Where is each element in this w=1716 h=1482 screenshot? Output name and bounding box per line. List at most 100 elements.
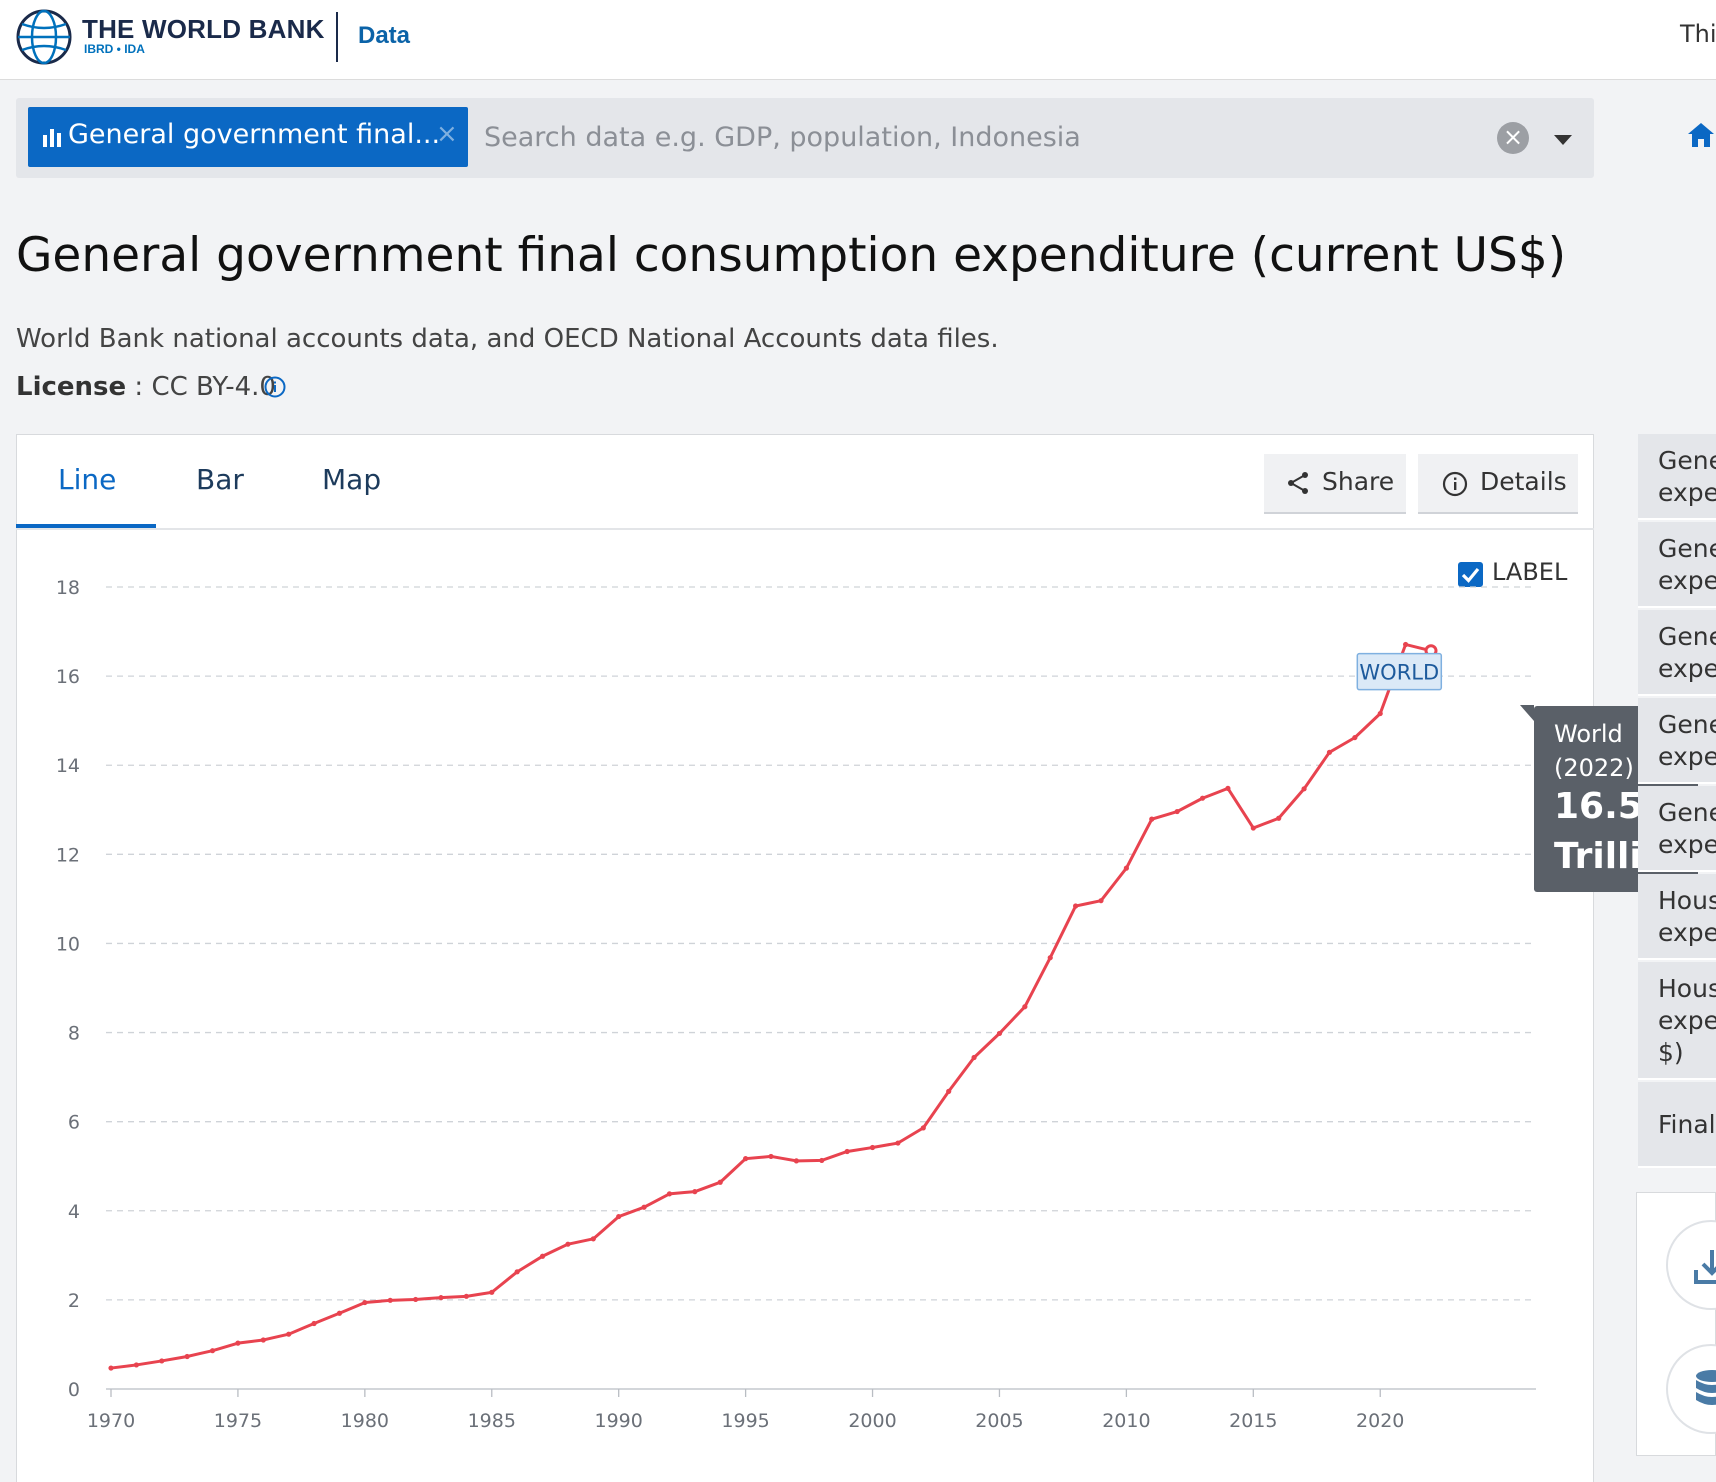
tooltip-series-name: World [1554,720,1623,748]
data-point [844,1148,850,1155]
y-tick-label: 12 [56,844,80,866]
top-header: THE WORLD BANK IBRD • IDA Data Thi [0,0,1716,80]
data-point [768,1153,774,1160]
data-point [971,1054,977,1061]
sidebar-related-indicator[interactable]: Gene expe [1638,434,1716,520]
y-tick-label: 6 [68,1112,80,1134]
sidebar-related-indicator[interactable]: Hous expe [1638,874,1716,960]
data-point [1073,903,1079,909]
chip-label: General government final... [68,119,441,150]
details-label: Details [1480,467,1567,496]
data-point [1276,815,1282,821]
sidebar-item-text: Hous [1658,974,1716,1003]
x-tick-label: 1990 [595,1410,643,1432]
sidebar-item-text: expe [1658,566,1716,595]
data-point [209,1348,216,1354]
data-point [463,1293,469,1299]
data-point [336,1310,343,1316]
selected-indicator-chip[interactable]: General government final... × [28,107,468,167]
data-point [641,1204,647,1210]
data-point [1149,816,1155,822]
download-icon [1694,1250,1716,1284]
y-tick-label: 10 [56,933,80,955]
data-point [438,1295,444,1301]
license-label: License [16,372,127,402]
tab-line[interactable]: Line [58,463,117,496]
data-point [1377,710,1383,717]
data-point [184,1353,190,1360]
series-line [110,642,1432,1370]
series-label: WORLD [1359,661,1439,685]
chip-remove-icon[interactable]: × [436,119,458,149]
sidebar-related-indicator[interactable]: Hous expe $) [1638,962,1716,1080]
label-checkbox[interactable] [1458,562,1483,587]
details-button[interactable]: Details [1418,454,1578,514]
database-icon [1696,1370,1716,1405]
sidebar-item-text: Hous [1658,886,1716,915]
license-value: : CC BY-4.0 [126,372,276,402]
line-chart: 0 2 4 6 8 10 12 14 16 18 1970 1975 1980 1985 1990 1995 2… [56,577,1536,1432]
bar-chart-icon [43,129,61,147]
sidebar-related-indicator[interactable]: Gene expe [1638,522,1716,608]
data-point [286,1331,292,1337]
data-point [1022,1004,1028,1010]
data-point [996,1030,1003,1037]
data-point [1123,865,1129,871]
x-tick-label: 1985 [468,1410,516,1432]
data-point [514,1269,520,1275]
search-input[interactable] [484,112,1474,162]
sidebar-item-text: Gene [1658,710,1716,739]
sidebar-related-indicator[interactable]: Gene expe [1638,610,1716,696]
header-right-link[interactable]: Thi [1680,20,1716,48]
sidebar-related-indicator[interactable]: Final [1638,1082,1716,1168]
data-point [108,1365,114,1371]
home-icon[interactable] [1686,120,1716,150]
data-point [1199,795,1206,801]
data-point [311,1320,317,1327]
data-point [362,1299,368,1306]
data-point [1047,955,1053,961]
sidebar-related-indicator[interactable]: Gene expe [1638,786,1716,872]
license-info: License : CC BY-4.0 [16,372,276,402]
data-nav-link[interactable]: Data [358,22,411,49]
world-bank-globe-icon[interactable] [14,7,74,67]
x-tick-label: 2010 [1102,1410,1150,1432]
x-tick-label: 2000 [848,1410,896,1432]
sidebar-item-text: Gene [1658,622,1716,651]
data-point [489,1289,495,1295]
x-tick-label: 2015 [1229,1410,1277,1432]
checkmark-icon [1461,567,1480,583]
data-point [1174,808,1180,815]
sidebar-item-text: expe [1658,654,1716,683]
x-tick-label: 1995 [721,1410,769,1432]
data-point [869,1144,876,1151]
tab-map[interactable]: Map [322,463,382,496]
data-point [895,1140,901,1146]
brand-title[interactable]: THE WORLD BANK [82,14,325,44]
data-point [717,1179,723,1185]
sidebar-related-indicator[interactable]: Gene expe [1638,698,1716,784]
label-toggle-text[interactable]: LABEL [1492,558,1568,586]
data-point [743,1156,749,1162]
sidebar-item-text: $) [1658,1038,1684,1067]
sidebar-item-text: Final [1658,1110,1716,1139]
data-point [920,1125,926,1131]
y-tick-label: 16 [56,666,80,688]
y-tick-label: 14 [56,755,80,777]
info-icon[interactable] [264,376,286,398]
data-point [793,1158,799,1164]
data-point [565,1241,571,1247]
sidebar-item-text: expe [1658,918,1716,947]
clear-search-icon[interactable]: × [1497,122,1529,154]
chevron-down-icon[interactable] [1554,135,1572,145]
data-point [1352,734,1358,741]
tab-bar[interactable]: Bar [196,463,244,496]
data-point [946,1088,952,1094]
details-info-icon [1442,471,1468,497]
share-label: Share [1322,467,1395,496]
data-point [590,1236,596,1242]
sidebar-item-text: Gene [1658,534,1716,563]
data-point [1250,825,1256,831]
sidebar-item-text: expe [1658,1006,1716,1035]
share-button[interactable]: Share [1264,454,1406,514]
